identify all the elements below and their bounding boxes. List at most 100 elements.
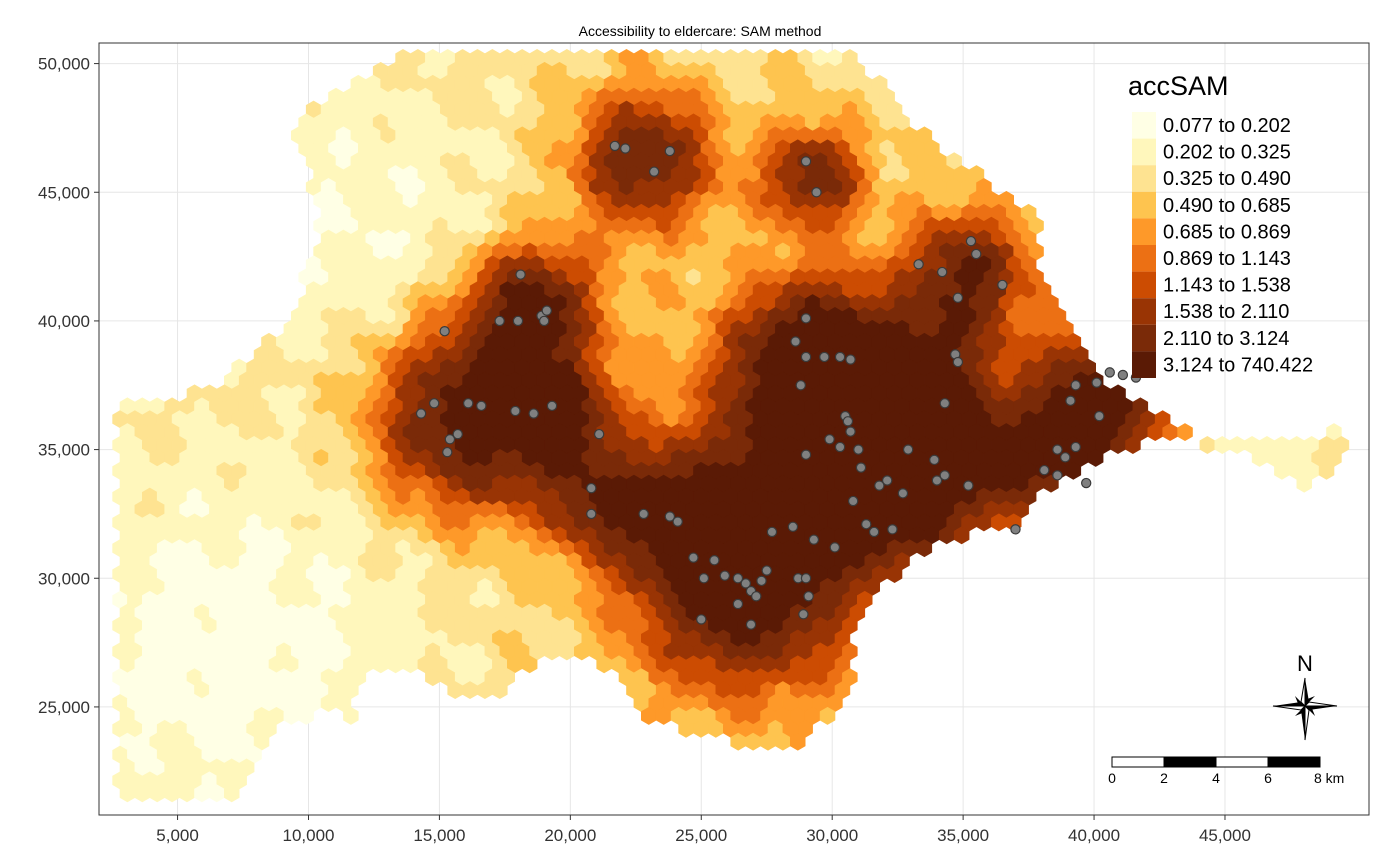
x-tick-label: 10,000 — [282, 826, 334, 845]
legend-swatch — [1132, 138, 1156, 166]
eldercare-facility-point — [798, 609, 809, 620]
eldercare-facility-point — [819, 351, 830, 363]
eldercare-facility-point — [515, 269, 526, 280]
hexagon-cell — [1177, 423, 1193, 442]
scale-label-0: 0 — [1108, 770, 1116, 786]
y-tick-label: 35,000 — [38, 441, 90, 460]
scale-bar: 0 2 4 6 8 km — [1108, 756, 1344, 786]
hexagon-cell — [492, 681, 508, 700]
eldercare-facility-point — [965, 235, 977, 247]
eldercare-facilities — [415, 140, 1142, 630]
eldercare-facility-point — [766, 526, 778, 538]
eldercare-facility-point — [1052, 470, 1063, 481]
legend-swatch — [1132, 112, 1156, 139]
x-tick-label: 5,000 — [156, 826, 199, 845]
eldercare-facility-point — [672, 516, 683, 527]
legend-class-label: 0.869 to 1.143 — [1163, 248, 1291, 270]
hexagon-cell — [1296, 474, 1312, 493]
eldercare-facility-point — [845, 426, 856, 437]
hexagon-cell — [1318, 461, 1335, 480]
legend-swatch — [1132, 324, 1156, 352]
eldercare-facility-point — [1052, 444, 1063, 455]
legend-class-label: 0.685 to 0.869 — [1163, 221, 1291, 243]
eldercare-facility-point — [1070, 380, 1081, 391]
eldercare-facility-point — [902, 444, 914, 455]
eldercare-facility-point — [855, 462, 867, 473]
y-tick-label: 40,000 — [38, 312, 90, 331]
hexagon-cell — [886, 565, 903, 583]
scale-label-4: 4 — [1212, 770, 1220, 786]
eldercare-facility-point — [732, 573, 744, 584]
eldercare-facility-point — [620, 143, 631, 154]
map-title: Accessibility to eldercare: SAM method — [578, 23, 822, 39]
eldercare-facility-point — [1070, 441, 1081, 453]
eldercare-facility-point — [698, 573, 710, 584]
legend-class-label: 0.490 to 0.685 — [1163, 195, 1291, 217]
legend-class-label: 0.077 to 0.202 — [1163, 115, 1291, 137]
eldercare-facility-point — [874, 480, 885, 491]
eldercare-facility-point — [696, 614, 707, 625]
eldercare-facility-point — [415, 408, 427, 419]
eldercare-facility-point — [939, 398, 950, 409]
eldercare-facility-point — [1060, 452, 1071, 463]
north-label: N — [1297, 651, 1313, 676]
eldercare-facility-point — [845, 354, 856, 365]
eldercare-facility-point — [803, 591, 814, 602]
hexagon-grid — [112, 49, 1350, 803]
eldercare-facility-point — [808, 534, 820, 545]
x-tick-label: 35,000 — [937, 826, 989, 845]
eldercare-facility-point — [463, 398, 474, 409]
legend-swatch — [1132, 351, 1156, 378]
eldercare-facility-point — [452, 428, 463, 440]
eldercare-facility-point — [842, 416, 854, 427]
eldercare-facility-point — [1065, 395, 1076, 406]
eldercare-facility-point — [824, 434, 835, 445]
eldercare-facility-point — [939, 470, 950, 481]
eldercare-facility-point — [494, 315, 505, 327]
eldercare-facility-point — [751, 591, 762, 602]
legend-swatch — [1132, 298, 1156, 325]
eldercare-facility-point — [795, 380, 806, 391]
eldercare-facility-point — [444, 434, 456, 445]
eldercare-facility-point — [1039, 464, 1050, 476]
eldercare-facility-point — [952, 356, 964, 368]
eldercare-facility-point — [800, 449, 812, 460]
eldercare-facility-point — [638, 508, 649, 520]
eldercare-facility-point — [593, 428, 605, 440]
eldercare-facility-point — [709, 555, 720, 566]
hexagon-cell — [819, 706, 836, 725]
eldercare-facility-point — [664, 511, 676, 522]
eldercare-facility-point — [538, 315, 550, 327]
legend: accSAM 0.077 to 0.202 0.202 to 0.325 0.325… — [1128, 71, 1313, 378]
legend-swatch — [1132, 165, 1156, 192]
eldercare-facility-point — [790, 336, 801, 347]
eldercare-facility-point — [971, 248, 982, 260]
eldercare-facility-point — [829, 542, 841, 553]
eldercare-facility-point — [929, 454, 940, 466]
eldercare-facility-point — [847, 495, 859, 507]
eldercare-facility-point — [834, 351, 846, 363]
legend-swatch — [1132, 191, 1156, 219]
y-tick-label: 25,000 — [38, 698, 90, 717]
x-tick-label: 15,000 — [413, 826, 465, 845]
legend-class-label: 0.325 to 0.490 — [1163, 168, 1291, 190]
legend-swatch — [1132, 218, 1156, 245]
x-tick-label: 30,000 — [806, 826, 858, 845]
eldercare-facility-point — [800, 313, 812, 324]
y-axis: 25,000 30,000 35,000 40,000 45,000 50,000 — [38, 55, 99, 717]
legend-title: accSAM — [1128, 71, 1229, 101]
eldercare-facility-point — [881, 475, 893, 486]
eldercare-facility-point — [586, 508, 597, 520]
eldercare-facility-point — [512, 315, 524, 327]
eldercare-facility-point — [1117, 369, 1129, 381]
eldercare-facility-point — [800, 156, 812, 167]
eldercare-facility-point — [740, 578, 751, 589]
y-tick-label: 30,000 — [38, 569, 90, 588]
eldercare-facility-point — [428, 398, 440, 409]
eldercare-facility-point — [963, 480, 974, 491]
hexagon-cell — [1125, 436, 1141, 454]
eldercare-facility-point — [648, 166, 660, 177]
eldercare-facility-point — [853, 444, 864, 455]
eldercare-facility-point — [756, 575, 767, 587]
